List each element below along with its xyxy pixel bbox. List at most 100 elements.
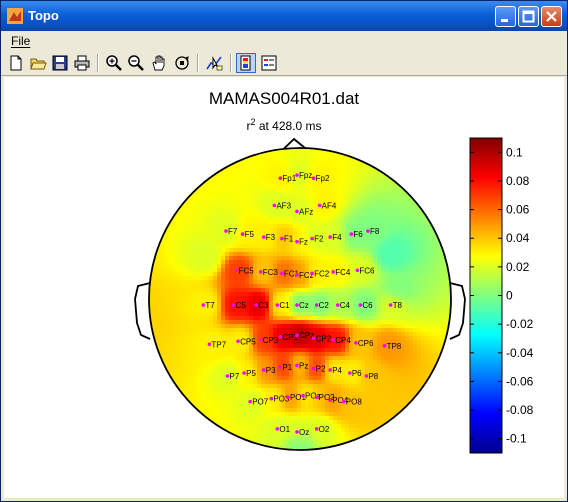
heatmap-cell bbox=[353, 196, 358, 201]
heatmap-cell bbox=[201, 276, 206, 281]
heatmap-cell bbox=[345, 332, 350, 337]
heatmap-cell bbox=[157, 328, 162, 333]
heatmap-cell bbox=[377, 432, 382, 437]
heatmap-cell bbox=[361, 324, 366, 329]
heatmap-cell bbox=[317, 444, 322, 449]
heatmap-cell bbox=[301, 320, 306, 325]
heatmap-cell bbox=[189, 244, 194, 249]
heatmap-cell bbox=[333, 260, 338, 265]
heatmap-cell bbox=[233, 228, 238, 233]
heatmap-cell bbox=[361, 280, 366, 285]
heatmap-cell bbox=[169, 336, 174, 341]
heatmap-cell bbox=[177, 308, 182, 313]
heatmap-cell bbox=[189, 228, 194, 233]
heatmap-cell bbox=[233, 208, 238, 213]
heatmap-cell bbox=[225, 364, 230, 369]
heatmap-cell bbox=[345, 340, 350, 345]
heatmap-cell bbox=[169, 248, 174, 253]
open-folder-icon[interactable] bbox=[29, 54, 47, 72]
heatmap-cell bbox=[389, 292, 394, 297]
heatmap-cell bbox=[221, 368, 226, 373]
heatmap-cell bbox=[289, 348, 294, 353]
heatmap-cell bbox=[189, 216, 194, 221]
heatmap-cell bbox=[365, 268, 370, 273]
electrode-dot bbox=[311, 336, 316, 341]
zoom-in-icon[interactable] bbox=[105, 54, 123, 72]
heatmap-cell bbox=[261, 396, 266, 401]
heatmap-cell bbox=[321, 188, 326, 193]
heatmap-cell bbox=[305, 396, 310, 401]
heatmap-cell bbox=[193, 232, 198, 237]
heatmap-cell bbox=[217, 372, 222, 377]
electrode-label: F3 bbox=[266, 233, 276, 242]
heatmap-cell bbox=[345, 240, 350, 245]
heatmap-cell bbox=[201, 188, 206, 193]
heatmap-cell bbox=[293, 276, 298, 281]
data-cursor-icon[interactable] bbox=[205, 54, 223, 72]
heatmap-cell bbox=[193, 300, 198, 305]
heatmap-cell bbox=[253, 204, 258, 209]
heatmap-cell bbox=[333, 200, 338, 205]
minimize-button[interactable] bbox=[495, 6, 516, 27]
zoom-out-icon[interactable] bbox=[127, 54, 145, 72]
heatmap-cell bbox=[237, 432, 242, 437]
heatmap-cell bbox=[193, 276, 198, 281]
save-icon[interactable] bbox=[51, 54, 69, 72]
heatmap-cell bbox=[413, 216, 418, 221]
heatmap-cell bbox=[149, 280, 154, 285]
heatmap-cell bbox=[217, 392, 222, 397]
maximize-button[interactable] bbox=[518, 6, 539, 27]
heatmap-cell bbox=[309, 268, 314, 273]
heatmap-cell bbox=[377, 288, 382, 293]
heatmap-cell bbox=[413, 280, 418, 285]
heatmap-cell bbox=[293, 416, 298, 421]
heatmap-cell bbox=[329, 152, 334, 157]
heatmap-cell bbox=[237, 164, 242, 169]
electrode-dot bbox=[314, 303, 319, 307]
heatmap-cell bbox=[245, 376, 250, 381]
electrode-label: FCz bbox=[299, 271, 314, 280]
heatmap-cell bbox=[277, 184, 282, 189]
heatmap-cell bbox=[401, 360, 406, 365]
menu-file[interactable]: File bbox=[11, 34, 31, 48]
title-bar[interactable]: Topo bbox=[1, 1, 567, 31]
heatmap-cell bbox=[409, 224, 414, 229]
heatmap-cell bbox=[245, 200, 250, 205]
heatmap-cell bbox=[261, 376, 266, 381]
heatmap-cell bbox=[253, 408, 258, 413]
heatmap-cell bbox=[285, 328, 290, 333]
heatmap-cell bbox=[233, 308, 238, 313]
heatmap-cell bbox=[325, 212, 330, 217]
heatmap-cell bbox=[201, 408, 206, 413]
heatmap-cell bbox=[345, 384, 350, 389]
heatmap-cell bbox=[149, 284, 154, 289]
heatmap-cell bbox=[341, 432, 346, 437]
heatmap-cell bbox=[205, 324, 210, 329]
heatmap-cell bbox=[325, 328, 330, 333]
heatmap-cell bbox=[293, 368, 298, 373]
heatmap-cell bbox=[261, 272, 266, 277]
rotate-3d-icon[interactable] bbox=[173, 54, 191, 72]
heatmap-cell bbox=[253, 168, 258, 173]
heatmap-cell bbox=[369, 276, 374, 281]
pan-hand-icon[interactable] bbox=[150, 54, 168, 72]
heatmap-cell bbox=[425, 348, 430, 353]
print-icon[interactable] bbox=[73, 54, 91, 72]
heatmap-cell bbox=[433, 288, 438, 293]
colorbar-tick-label: -0.08 bbox=[506, 403, 534, 417]
heatmap-cell bbox=[233, 176, 238, 181]
heatmap-cell bbox=[357, 264, 362, 269]
heatmap-cell bbox=[221, 224, 226, 229]
heatmap-cell bbox=[421, 316, 426, 321]
heatmap-cell bbox=[213, 292, 218, 297]
heatmap-cell bbox=[253, 364, 258, 369]
colorbar-toggle-button[interactable] bbox=[236, 53, 256, 73]
heatmap-cell bbox=[317, 256, 322, 261]
heatmap-cell bbox=[285, 348, 290, 353]
heatmap-cell bbox=[337, 248, 342, 253]
heatmap-cell bbox=[197, 264, 202, 269]
close-button[interactable] bbox=[541, 6, 562, 27]
legend-icon[interactable] bbox=[260, 54, 278, 72]
heatmap-cell bbox=[237, 256, 242, 261]
new-file-icon[interactable] bbox=[7, 54, 25, 72]
